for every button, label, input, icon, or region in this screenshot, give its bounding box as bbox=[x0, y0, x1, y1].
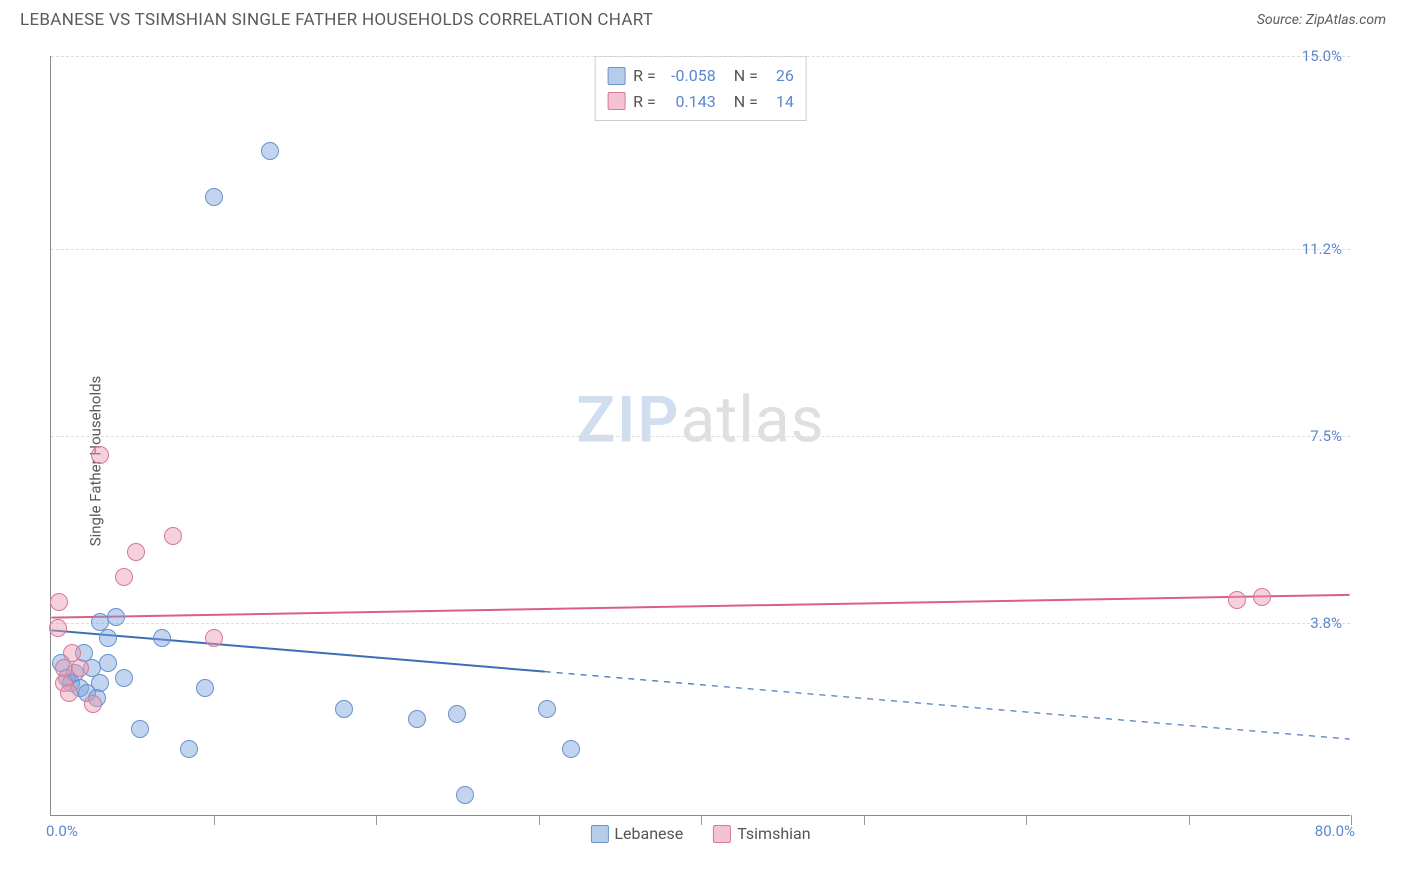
x-tick bbox=[701, 815, 702, 825]
x-tick bbox=[376, 815, 377, 825]
y-tick-label: 7.5% bbox=[1310, 427, 1342, 445]
legend-swatch bbox=[607, 67, 625, 85]
stat-r-label: R = bbox=[633, 63, 656, 89]
data-point bbox=[91, 674, 109, 692]
stat-r-value: -0.058 bbox=[664, 63, 716, 89]
data-point bbox=[205, 188, 223, 206]
trendline-dashed bbox=[545, 672, 1350, 739]
x-axis-min-label: 0.0% bbox=[46, 822, 78, 840]
data-point bbox=[107, 608, 125, 626]
stat-r-value: 0.143 bbox=[664, 89, 716, 115]
legend-label: Tsimshian bbox=[737, 824, 810, 843]
data-point bbox=[127, 543, 145, 561]
trendline-solid bbox=[51, 595, 1349, 618]
data-point bbox=[408, 710, 426, 728]
gridline bbox=[51, 56, 1350, 57]
stat-n-label: N = bbox=[734, 89, 758, 115]
data-point bbox=[71, 659, 89, 677]
stat-n-value: 14 bbox=[766, 89, 794, 115]
stats-legend-box: R = -0.058 N = 26 R = 0.143 N = 14 bbox=[594, 56, 807, 121]
y-tick-label: 15.0% bbox=[1302, 47, 1342, 65]
y-tick-label: 3.8% bbox=[1310, 614, 1342, 632]
data-point bbox=[131, 720, 149, 738]
data-point bbox=[335, 700, 353, 718]
legend-swatch bbox=[713, 825, 731, 843]
plot-area: ZIPatlas R =-0.058N =26R =0.143N =14 0.0… bbox=[50, 56, 1350, 816]
x-tick bbox=[1026, 815, 1027, 825]
data-point bbox=[164, 527, 182, 545]
chart-title: LEBANESE VS TSIMSHIAN SINGLE FATHER HOUS… bbox=[20, 10, 653, 30]
data-point bbox=[115, 568, 133, 586]
gridline bbox=[51, 436, 1350, 437]
stats-row: R = -0.058 N = 26 bbox=[607, 63, 794, 89]
data-point bbox=[538, 700, 556, 718]
legend-swatch bbox=[590, 825, 608, 843]
data-point bbox=[84, 695, 102, 713]
data-point bbox=[153, 629, 171, 647]
data-point bbox=[99, 654, 117, 672]
x-tick bbox=[864, 815, 865, 825]
data-point bbox=[456, 786, 474, 804]
x-tick bbox=[214, 815, 215, 825]
stat-n-label: N = bbox=[734, 63, 758, 89]
data-point bbox=[1253, 588, 1271, 606]
data-point bbox=[448, 705, 466, 723]
bottom-legend: Lebanese Tsimshian bbox=[590, 824, 810, 843]
data-point bbox=[60, 684, 78, 702]
data-point bbox=[205, 629, 223, 647]
stats-row: R = 0.143 N = 14 bbox=[607, 89, 794, 115]
x-tick bbox=[1351, 815, 1352, 825]
data-point bbox=[99, 629, 117, 647]
data-point bbox=[261, 142, 279, 160]
chart-source: Source: ZipAtlas.com bbox=[1257, 12, 1386, 28]
stat-n-value: 26 bbox=[766, 63, 794, 89]
legend-item: Lebanese bbox=[590, 824, 683, 843]
data-point bbox=[91, 446, 109, 464]
gridline bbox=[51, 623, 1350, 624]
data-point bbox=[1228, 591, 1246, 609]
stat-r-label: R = bbox=[633, 89, 656, 115]
data-point bbox=[196, 679, 214, 697]
data-point bbox=[562, 740, 580, 758]
trendline-solid bbox=[51, 630, 544, 671]
legend-swatch bbox=[607, 92, 625, 110]
x-axis-max-label: 80.0% bbox=[1315, 822, 1355, 840]
chart-container: Single Father Households ZIPatlas R =-0.… bbox=[0, 36, 1406, 886]
chart-header: LEBANESE VS TSIMSHIAN SINGLE FATHER HOUS… bbox=[0, 0, 1406, 36]
y-tick-label: 11.2% bbox=[1302, 240, 1342, 258]
data-point bbox=[180, 740, 198, 758]
data-point bbox=[115, 669, 133, 687]
x-tick bbox=[1189, 815, 1190, 825]
legend-item: Tsimshian bbox=[713, 824, 810, 843]
gridline bbox=[51, 249, 1350, 250]
data-point bbox=[50, 593, 68, 611]
x-tick bbox=[539, 815, 540, 825]
legend-label: Lebanese bbox=[614, 824, 683, 843]
data-point bbox=[49, 619, 67, 637]
